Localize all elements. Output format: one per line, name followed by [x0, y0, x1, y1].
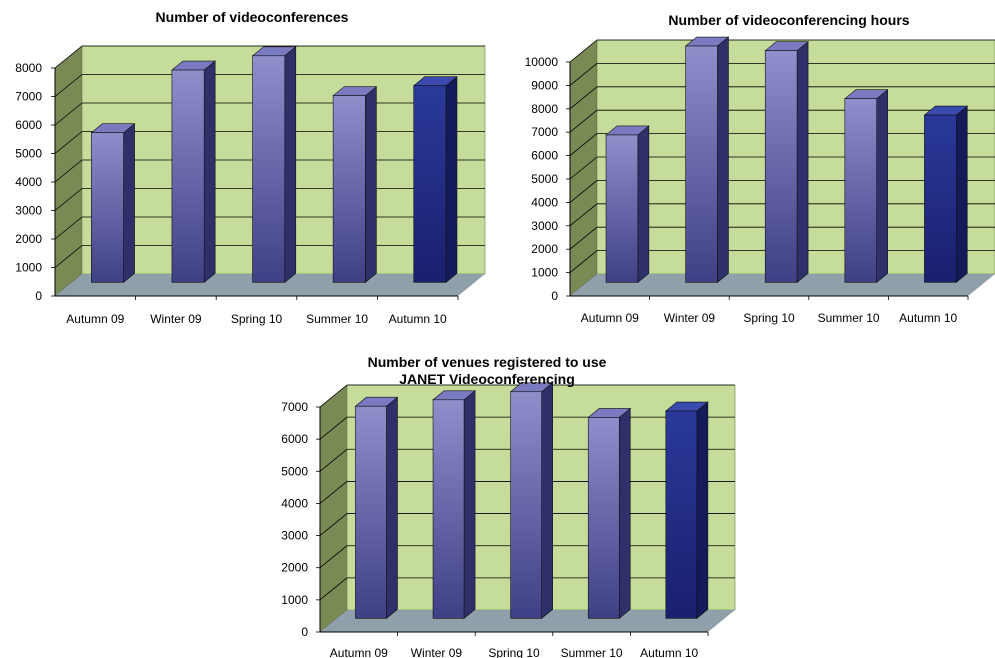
y-tick-label: 9000 — [531, 78, 558, 92]
bar-side — [124, 124, 135, 283]
bar-side — [877, 90, 888, 283]
chart-title: Number of videoconferences — [156, 9, 349, 25]
bar-summer-10 — [845, 90, 888, 283]
bar-side — [697, 402, 708, 618]
x-tick-label: Autumn 10 — [640, 646, 698, 658]
y-tick-label: 5000 — [15, 147, 42, 161]
bar-side — [956, 106, 967, 282]
bar-front — [333, 96, 365, 283]
bar-front — [686, 46, 718, 282]
y-tick-label: 6000 — [281, 432, 308, 446]
bar-front — [414, 86, 446, 283]
x-tick-label: Autumn 09 — [66, 312, 124, 326]
y-tick-label: 3000 — [281, 529, 308, 543]
bar-front — [253, 56, 285, 283]
bar-side — [386, 397, 397, 618]
bar-front — [433, 400, 464, 619]
bar-front — [511, 392, 542, 619]
x-tick-label: Autumn 10 — [389, 312, 447, 326]
y-tick-label: 0 — [301, 625, 308, 639]
x-tick-label: Spring 10 — [743, 311, 795, 325]
bar-front — [845, 99, 877, 283]
chart-title: Number of venues registered to use — [368, 354, 607, 370]
y-tick-label: 4000 — [531, 195, 558, 209]
bar-side — [365, 87, 376, 283]
y-tick-label: 8000 — [15, 61, 42, 75]
bar-winter-09 — [172, 61, 215, 282]
bar-autumn-10 — [666, 402, 708, 618]
x-tick-label: Summer 10 — [561, 646, 623, 658]
bar-side — [619, 408, 630, 618]
x-tick-label: Spring 10 — [488, 646, 540, 658]
x-tick-label: Winter 09 — [411, 646, 463, 658]
bar-winter-09 — [433, 391, 475, 619]
y-tick-label: 4000 — [15, 175, 42, 189]
chart-videoconferences: 0 1000 2000 3000 4000 5000 6000 7000 8000 Autumn … — [0, 0, 490, 330]
bar-front — [606, 135, 638, 282]
bar-side — [542, 383, 553, 619]
y-tick-label: 6000 — [15, 118, 42, 132]
x-tick-label: Autumn 09 — [330, 646, 388, 658]
x-tick-label: Winter 09 — [150, 312, 202, 326]
bar-front — [666, 411, 697, 618]
x-tick-label: Autumn 09 — [581, 311, 639, 325]
bar-front — [765, 51, 797, 283]
y-tick-label: 2000 — [281, 561, 308, 575]
y-tick-label: 7000 — [281, 400, 308, 414]
bar-front — [355, 406, 386, 618]
chart-svg: 0 1000 2000 3000 4000 5000 6000 7000 8000 9000 100… — [495, 0, 995, 330]
bar-side — [464, 391, 475, 619]
y-tick-label: 2000 — [531, 242, 558, 256]
bar-front — [924, 115, 956, 282]
bar-spring-10 — [765, 42, 808, 283]
bar-side — [638, 126, 649, 282]
y-tick-label: 6000 — [531, 149, 558, 163]
chart-venues-registered: 0 1000 2000 3000 4000 5000 6000 7000 Autumn 09 Wi… — [250, 345, 750, 658]
y-tick-label: 1000 — [531, 266, 558, 280]
bar-front — [588, 417, 619, 618]
y-tick-label: 4000 — [281, 496, 308, 510]
chart-title: Number of videoconferencing hours — [668, 12, 909, 28]
bar-front — [172, 70, 204, 282]
x-tick-label: Winter 09 — [664, 311, 716, 325]
bar-autumn-10 — [414, 77, 457, 283]
y-tick-label: 10000 — [525, 55, 559, 69]
y-tick-label: 7000 — [15, 90, 42, 104]
x-tick-label: Summer 10 — [818, 311, 880, 325]
bar-summer-10 — [588, 408, 630, 618]
bar-side — [717, 37, 728, 282]
bar-autumn-09 — [91, 124, 134, 283]
bar-winter-09 — [686, 37, 729, 282]
y-tick-label: 3000 — [531, 219, 558, 233]
chart-videoconferencing-hours: 0 1000 2000 3000 4000 5000 6000 7000 8000 9000 100… — [495, 0, 995, 330]
bar-autumn-10 — [924, 106, 967, 282]
bar-spring-10 — [253, 47, 296, 283]
bar-side — [204, 61, 215, 282]
x-tick-label: Spring 10 — [231, 312, 283, 326]
y-tick-label: 1000 — [281, 593, 308, 607]
chart-svg: 0 1000 2000 3000 4000 5000 6000 7000 8000 Autumn … — [0, 0, 490, 330]
chart-title: JANET Videoconferencing — [399, 371, 575, 387]
bar-autumn-09 — [355, 397, 397, 618]
bar-autumn-09 — [606, 126, 649, 282]
bar-front — [91, 133, 123, 283]
bar-side — [797, 42, 808, 283]
bar-side — [285, 47, 296, 283]
y-tick-label: 7000 — [531, 125, 558, 139]
y-tick-label: 1000 — [15, 261, 42, 275]
x-tick-label: Autumn 10 — [899, 311, 957, 325]
bar-spring-10 — [511, 383, 553, 619]
chart-svg: 0 1000 2000 3000 4000 5000 6000 7000 Autumn 09 Wi… — [250, 345, 750, 658]
bar-summer-10 — [333, 87, 376, 283]
x-tick-label: Summer 10 — [306, 312, 368, 326]
y-tick-label: 5000 — [281, 464, 308, 478]
y-tick-label: 3000 — [15, 204, 42, 218]
y-tick-label: 8000 — [531, 102, 558, 116]
y-tick-label: 2000 — [15, 232, 42, 246]
y-tick-label: 5000 — [531, 172, 558, 186]
y-tick-label: 0 — [35, 289, 42, 303]
side-wall — [320, 385, 347, 632]
bar-side — [446, 77, 457, 283]
y-tick-label: 0 — [551, 289, 558, 303]
